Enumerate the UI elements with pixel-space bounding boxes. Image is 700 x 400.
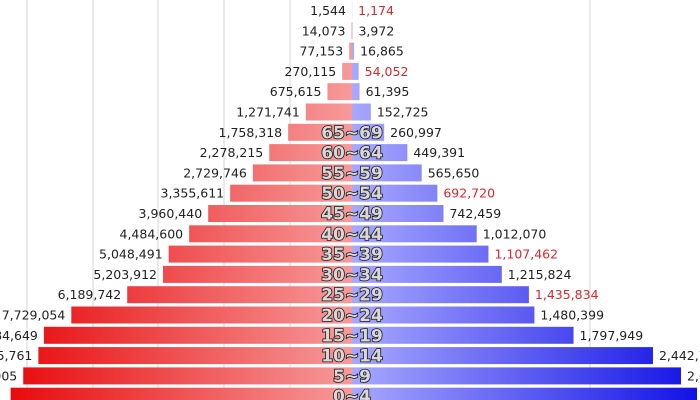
bar-left <box>10 387 352 400</box>
bar-right <box>352 42 355 60</box>
value-label-left: 3,960,440 <box>139 206 203 221</box>
value-label-right: 152,725 <box>377 105 429 120</box>
bar-right <box>352 286 529 304</box>
age-group-label: 20~24 <box>321 306 383 326</box>
value-label-right: 1,215,824 <box>508 267 572 282</box>
bar-left <box>342 62 352 80</box>
value-label-right: 742,459 <box>449 206 501 221</box>
bar-left <box>269 144 352 162</box>
value-label-right: 54,052 <box>365 64 409 79</box>
bar-left <box>208 205 352 222</box>
value-label-left: 8,484,649 <box>0 328 38 343</box>
bar-right <box>352 205 444 222</box>
value-label-right: 692,720 <box>443 186 495 201</box>
bar-right <box>352 225 477 243</box>
value-label-left: 270,115 <box>284 64 336 79</box>
value-label-right: 1,435,834 <box>535 287 599 302</box>
value-label-left: 1,271,741 <box>236 105 300 120</box>
value-label-left: 5,048,491 <box>99 247 163 262</box>
bar-left <box>351 22 352 40</box>
age-group-label: 65~69 <box>321 123 383 143</box>
bar-left <box>288 123 352 141</box>
value-label-right: 565,650 <box>428 165 480 180</box>
bar-right <box>352 103 371 121</box>
value-label-right: 1,480,399 <box>540 308 604 323</box>
value-label-right: 16,865 <box>360 44 404 59</box>
bars-layer <box>10 2 697 400</box>
bar-right <box>352 387 697 400</box>
age-labels-layer: 65~6960~6455~5950~5445~4940~4435~3930~34… <box>320 123 383 400</box>
bar-left <box>127 286 352 304</box>
age-group-label: 25~29 <box>321 286 383 306</box>
age-group-label: 5~9 <box>333 367 371 387</box>
bar-left <box>230 184 352 202</box>
age-group-label: 10~14 <box>321 347 383 367</box>
age-group-label: 60~64 <box>321 144 383 164</box>
age-group-label: 45~49 <box>321 205 383 225</box>
age-group-label: 15~19 <box>321 326 383 346</box>
bar-right <box>352 306 535 324</box>
bar-right <box>352 123 385 141</box>
bar-left <box>189 225 352 243</box>
age-group-label: 50~54 <box>321 184 383 204</box>
value-label-left: 5,203,912 <box>93 267 157 282</box>
value-label-right: 260,997 <box>390 125 442 140</box>
bar-left <box>23 367 353 385</box>
value-label-right: 1,797,949 <box>580 328 644 343</box>
value-label-right: 3,972 <box>358 23 394 38</box>
bar-left <box>43 326 353 344</box>
value-label-right: 61,395 <box>366 84 410 99</box>
bar-left <box>305 103 352 121</box>
value-label-left: 675,615 <box>270 84 322 99</box>
value-label-right: 1,012,070 <box>483 226 547 241</box>
value-label-right: 1,174 <box>358 3 394 18</box>
bar-left <box>168 245 352 263</box>
bar-right <box>352 367 681 385</box>
bar-right <box>352 164 422 182</box>
bar-right <box>352 245 489 263</box>
bar-left <box>349 42 352 60</box>
value-label-left: 4,484,600 <box>120 226 184 241</box>
age-group-label: 35~39 <box>321 245 383 265</box>
value-label-right: 2,442,74 <box>659 348 700 363</box>
bar-right <box>352 184 438 202</box>
bar-right <box>352 347 653 365</box>
bar-right <box>352 265 502 283</box>
age-group-label: 55~59 <box>321 164 383 184</box>
bar-right <box>352 62 359 80</box>
value-label-left: 7,729,054 <box>2 308 66 323</box>
value-label-right: 449,391 <box>413 145 465 160</box>
age-group-label: 0~4 <box>333 387 371 400</box>
value-label-left: 2,729,746 <box>183 165 247 180</box>
value-label-left: 77,153 <box>299 44 343 59</box>
value-label-right: 2,67 <box>687 368 700 383</box>
bar-left <box>252 164 352 182</box>
value-label-left: 14,073 <box>302 23 346 38</box>
value-label-right: 1,107,462 <box>494 247 558 262</box>
value-label-left: 2,278,215 <box>200 145 264 160</box>
value-label-left: 52,905 <box>0 368 17 383</box>
bar-right <box>352 144 408 162</box>
bar-left <box>38 347 352 365</box>
bar-left <box>327 83 352 101</box>
bar-right <box>352 326 574 344</box>
value-label-left: 1,758,318 <box>219 125 283 140</box>
age-group-label: 30~34 <box>321 265 383 285</box>
value-label-left: 3,355,611 <box>161 186 225 201</box>
value-label-left: 8,635,761 <box>0 348 32 363</box>
value-labels-layer: 1,544 1,174 14,073 3,972 77,153 16,865 270,115… <box>0 3 700 383</box>
value-label-left: 6,189,742 <box>58 287 122 302</box>
bar-left <box>71 306 353 324</box>
age-group-label: 40~44 <box>321 225 383 245</box>
bar-left <box>163 265 352 283</box>
bar-right <box>352 83 360 101</box>
value-label-left: 1,544 <box>310 3 346 18</box>
